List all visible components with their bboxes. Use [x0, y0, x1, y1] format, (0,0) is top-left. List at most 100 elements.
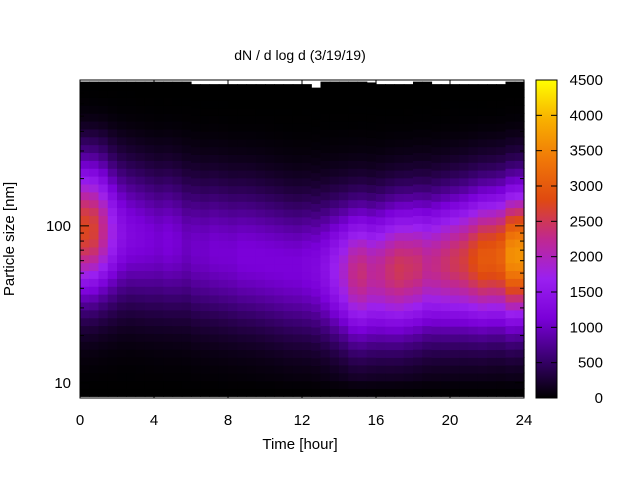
heatmap-cell [181, 238, 192, 248]
heatmap-cell [154, 372, 164, 382]
heatmap-cell [413, 176, 423, 185]
heatmap-cell [357, 270, 368, 279]
heatmap-cell [80, 207, 90, 216]
heatmap-cell [89, 81, 100, 91]
heatmap-cell [431, 201, 442, 210]
heatmap-cell [228, 388, 238, 397]
heatmap-cell [320, 128, 331, 138]
heatmap-cell [450, 349, 460, 358]
heatmap-cell [181, 278, 192, 287]
heatmap-cell [302, 232, 312, 241]
heatmap-cell [459, 388, 470, 397]
heatmap-cell [376, 365, 386, 374]
heatmap-cell [320, 223, 331, 232]
heatmap-cell [413, 223, 423, 232]
heatmap-cell [246, 380, 257, 390]
heatmap-cell [487, 177, 497, 187]
heatmap-cell [403, 146, 414, 155]
heatmap-cell [413, 89, 423, 98]
heatmap-cell [107, 254, 118, 264]
heatmap-cell [80, 246, 90, 256]
heatmap-cell [487, 123, 497, 132]
heatmap-cell [292, 138, 303, 148]
heatmap-cell [135, 128, 146, 138]
heatmap-cell [144, 325, 155, 334]
heatmap-cell [514, 270, 525, 279]
heatmap-cell [505, 215, 516, 224]
heatmap-cell [413, 97, 423, 106]
heatmap-cell [154, 317, 164, 327]
heatmap-cell [320, 349, 331, 358]
heatmap-cell [283, 146, 294, 155]
heatmap-cell [107, 349, 118, 358]
heatmap-cell [274, 138, 285, 148]
heatmap-cell [135, 388, 146, 397]
heatmap-cell [311, 265, 322, 274]
heatmap-cell [172, 81, 183, 91]
heatmap-cell [89, 246, 100, 256]
heatmap-cell [376, 388, 386, 397]
heatmap-cell [144, 349, 155, 358]
heatmap-cell [394, 130, 405, 140]
heatmap-cell [172, 349, 183, 358]
colorbar-tick-label: 4000 [570, 107, 603, 124]
heatmap-cell [274, 341, 285, 351]
heatmap-cell [265, 388, 275, 397]
heatmap-cell [89, 341, 100, 350]
heatmap-cell [191, 91, 201, 101]
heatmap-cell [450, 216, 460, 226]
heatmap-cell [431, 138, 442, 148]
heatmap-cell [172, 325, 183, 334]
heatmap-cell [218, 263, 229, 273]
heatmap-cell [459, 240, 470, 249]
heatmap-cell [80, 191, 90, 201]
heatmap-cell [514, 380, 525, 390]
heatmap-cell [117, 301, 127, 311]
heatmap-cell [265, 302, 275, 312]
heatmap-cell [477, 107, 488, 116]
heatmap-cell [357, 176, 368, 185]
heatmap-cell [366, 278, 377, 288]
heatmap-cell [98, 128, 109, 138]
colorbar-tick-label: 3500 [570, 143, 603, 160]
heatmap-cell [394, 185, 405, 194]
heatmap-cell [265, 310, 275, 319]
heatmap-cell [403, 357, 414, 366]
heatmap-cell [376, 279, 386, 288]
heatmap-cell [339, 388, 349, 397]
heatmap-cell [255, 271, 266, 280]
heatmap-cell [191, 130, 201, 140]
heatmap-cell [274, 201, 285, 210]
heatmap-cell [209, 240, 220, 249]
heatmap-cell [255, 115, 266, 124]
heatmap-cell [505, 144, 516, 154]
heatmap-cell [422, 176, 433, 185]
heatmap-cell [172, 223, 183, 232]
heatmap-cell [265, 349, 275, 358]
heatmap-cell [135, 341, 146, 350]
heatmap-cell [320, 270, 331, 279]
heatmap-cell [218, 84, 229, 93]
heatmap-cell [172, 89, 183, 98]
heatmap-cell [505, 341, 516, 350]
heatmap-cell [394, 380, 405, 390]
heatmap-cell [376, 240, 386, 249]
heatmap-cell [431, 99, 442, 109]
heatmap-cell [163, 183, 174, 193]
heatmap-cell [117, 144, 127, 154]
heatmap-cell [422, 238, 433, 248]
heatmap-cell [228, 84, 238, 93]
heatmap-cell [431, 169, 442, 179]
heatmap-cell [191, 326, 201, 335]
heatmap-cell [440, 287, 451, 296]
heatmap-cell [246, 232, 257, 241]
heatmap-cell [450, 248, 460, 257]
heatmap-cell [292, 146, 303, 155]
heatmap-cell [172, 113, 183, 122]
heatmap-cell [487, 138, 497, 148]
heatmap-cell [440, 107, 451, 116]
heatmap-cell [496, 255, 507, 265]
heatmap-cell [80, 301, 90, 311]
heatmap-cell [450, 99, 460, 109]
heatmap-cell [246, 326, 257, 335]
